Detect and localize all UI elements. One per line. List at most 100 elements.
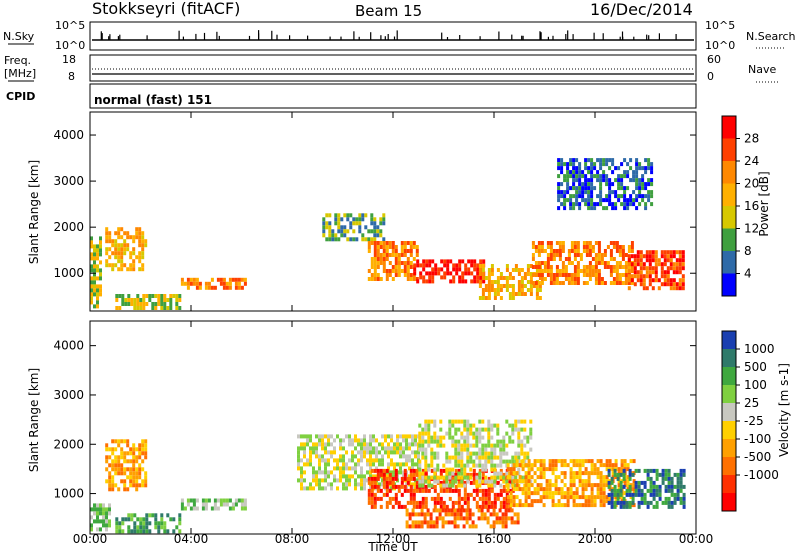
heatmap-cell bbox=[144, 443, 148, 448]
heatmap-cell bbox=[520, 292, 524, 296]
heatmap-cell bbox=[663, 282, 667, 287]
heatmap-cell bbox=[678, 286, 682, 291]
heatmap-cell bbox=[312, 466, 315, 471]
heatmap-cell bbox=[646, 472, 650, 477]
heatmap-cell bbox=[237, 498, 241, 503]
heatmap-cell bbox=[351, 438, 354, 443]
heatmap-cell bbox=[430, 447, 434, 452]
heatmap-cell bbox=[207, 498, 211, 503]
heatmap-cell bbox=[546, 245, 550, 249]
heatmap-cell bbox=[590, 194, 594, 199]
heatmap-cell bbox=[531, 273, 535, 277]
heatmap-cell bbox=[573, 265, 577, 269]
heatmap-cell bbox=[439, 472, 443, 477]
heatmap-cell bbox=[340, 229, 344, 234]
heatmap-cell bbox=[126, 475, 130, 480]
heatmap-cell bbox=[192, 502, 196, 507]
heatmap-cell bbox=[536, 475, 540, 480]
heatmap-cell bbox=[433, 439, 437, 444]
heatmap-cell bbox=[139, 517, 143, 522]
heatmap-cell bbox=[360, 450, 363, 455]
heatmap-cell bbox=[318, 466, 321, 471]
heatmap-cell bbox=[524, 491, 528, 496]
heatmap-cell bbox=[490, 467, 494, 472]
heatmap-cell bbox=[572, 463, 576, 468]
heatmap-cell bbox=[93, 511, 96, 516]
heatmap-cell bbox=[557, 194, 561, 199]
heatmap-cell bbox=[476, 271, 480, 276]
heatmap-cell bbox=[649, 492, 653, 497]
heatmap-cell bbox=[163, 521, 167, 526]
heatmap-cell bbox=[180, 506, 184, 511]
heatmap-cell bbox=[590, 190, 594, 195]
heatmap-cell bbox=[479, 259, 483, 264]
heatmap-cell bbox=[411, 508, 415, 513]
heatmap-cell bbox=[602, 479, 606, 484]
heatmap-cell bbox=[585, 245, 589, 249]
heatmap-cell bbox=[439, 504, 443, 509]
heatmap-cell bbox=[160, 302, 164, 306]
heatmap-cell bbox=[521, 491, 525, 496]
heatmap-cell bbox=[178, 529, 182, 534]
heatmap-cell bbox=[655, 504, 659, 509]
heatmap-cell bbox=[622, 476, 626, 481]
heatmap-cell bbox=[636, 258, 640, 263]
heatmap-cell bbox=[481, 447, 485, 452]
heatmap-cell bbox=[600, 257, 604, 261]
heatmap-cell bbox=[336, 486, 339, 491]
heatmap-cell bbox=[618, 281, 622, 285]
heatmap-cell bbox=[469, 431, 473, 436]
heatmap-cell bbox=[454, 468, 458, 473]
heatmap-cell bbox=[596, 202, 600, 207]
heatmap-cell bbox=[461, 279, 465, 284]
heatmap-cell bbox=[496, 431, 500, 436]
heatmap-cell bbox=[484, 296, 488, 300]
heatmap-cell bbox=[641, 182, 645, 187]
beam-title: Beam 15 bbox=[355, 2, 422, 20]
heatmap-cell bbox=[579, 253, 583, 257]
heatmap-cell bbox=[408, 516, 412, 521]
heatmap-cell bbox=[639, 258, 643, 263]
heatmap-cell bbox=[382, 269, 386, 273]
heatmap-cell bbox=[487, 492, 491, 497]
heatmap-cell bbox=[514, 423, 518, 428]
heatmap-cell bbox=[363, 478, 366, 483]
heatmap-cell bbox=[584, 178, 588, 183]
heatmap-cell bbox=[373, 496, 377, 501]
heatmap-cell bbox=[90, 264, 93, 269]
heatmap-cell bbox=[321, 486, 324, 491]
heatmap-cell bbox=[458, 279, 462, 284]
heatmap-cell bbox=[499, 459, 503, 464]
heatmap-cell bbox=[590, 166, 594, 171]
heatmap-cell bbox=[470, 271, 474, 276]
heatmap-cell bbox=[627, 274, 631, 279]
heatmap-cell bbox=[682, 472, 686, 477]
heatmap-cell bbox=[186, 285, 190, 290]
heatmap-cell bbox=[573, 281, 577, 285]
heatmap-cell bbox=[536, 467, 540, 472]
heatmap-cell bbox=[569, 158, 573, 163]
heatmap-cell bbox=[340, 225, 344, 230]
heatmap-cell bbox=[617, 467, 621, 472]
heatmap-cell bbox=[114, 231, 118, 236]
heatmap-cell bbox=[626, 475, 630, 480]
heatmap-cell bbox=[514, 427, 518, 432]
heatmap-cell bbox=[482, 259, 486, 264]
heatmap-cell bbox=[573, 257, 577, 261]
heatmap-cell bbox=[594, 281, 598, 285]
heatmap-cell bbox=[650, 166, 654, 171]
heatmap-cell bbox=[376, 249, 380, 253]
heatmap-cell bbox=[626, 479, 630, 484]
heatmap-cell bbox=[378, 450, 381, 455]
heatmap-cell bbox=[540, 269, 544, 273]
heatmap-cell bbox=[111, 451, 115, 456]
heatmap-cell bbox=[370, 277, 374, 281]
heatmap-cell bbox=[584, 499, 588, 504]
heatmap-cell bbox=[678, 254, 682, 259]
heatmap-cell bbox=[579, 269, 583, 273]
heatmap-cell bbox=[433, 471, 437, 476]
heatmap-cell bbox=[330, 454, 333, 459]
heatmap-cell bbox=[501, 520, 505, 525]
heatmap-cell bbox=[657, 258, 661, 263]
heatmap-cell bbox=[593, 186, 597, 191]
